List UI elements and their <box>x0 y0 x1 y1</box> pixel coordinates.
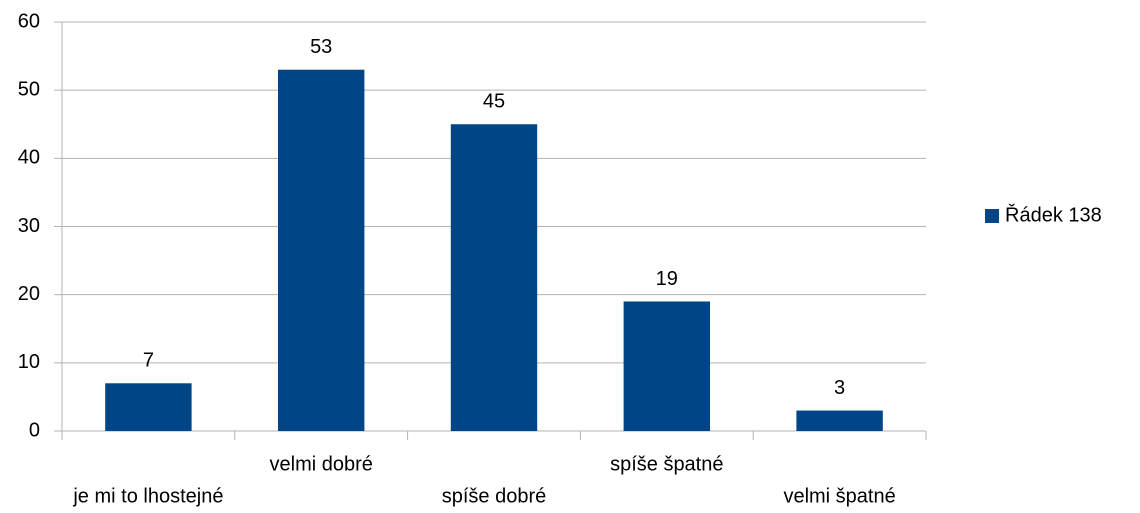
data-label: 45 <box>483 91 505 113</box>
y-tick-label: 10 <box>18 351 40 373</box>
x-tick-label: spíše dobré <box>442 485 547 507</box>
y-tick-label: 0 <box>29 419 40 441</box>
data-label: 7 <box>143 350 154 372</box>
y-tick-label: 20 <box>18 283 40 305</box>
data-label: 53 <box>310 36 332 58</box>
legend-label: Řádek 138 <box>1005 203 1102 226</box>
x-tick-label: velmi špatné <box>783 485 895 507</box>
x-tick-label: je mi to lhostejné <box>72 485 223 507</box>
data-label: 3 <box>834 377 845 399</box>
bar <box>623 301 710 431</box>
bar <box>278 69 365 431</box>
legend-swatch <box>985 209 999 223</box>
y-tick-label: 40 <box>18 147 40 169</box>
bar <box>450 124 538 431</box>
bar <box>105 383 192 431</box>
y-tick-label: 30 <box>18 215 40 237</box>
y-tick-label: 60 <box>18 10 40 32</box>
x-tick-label: spíše špatné <box>610 453 723 475</box>
y-tick-label: 50 <box>18 78 40 100</box>
x-tick-label: velmi dobré <box>270 453 373 475</box>
bar <box>796 410 883 431</box>
data-label: 19 <box>656 268 678 290</box>
